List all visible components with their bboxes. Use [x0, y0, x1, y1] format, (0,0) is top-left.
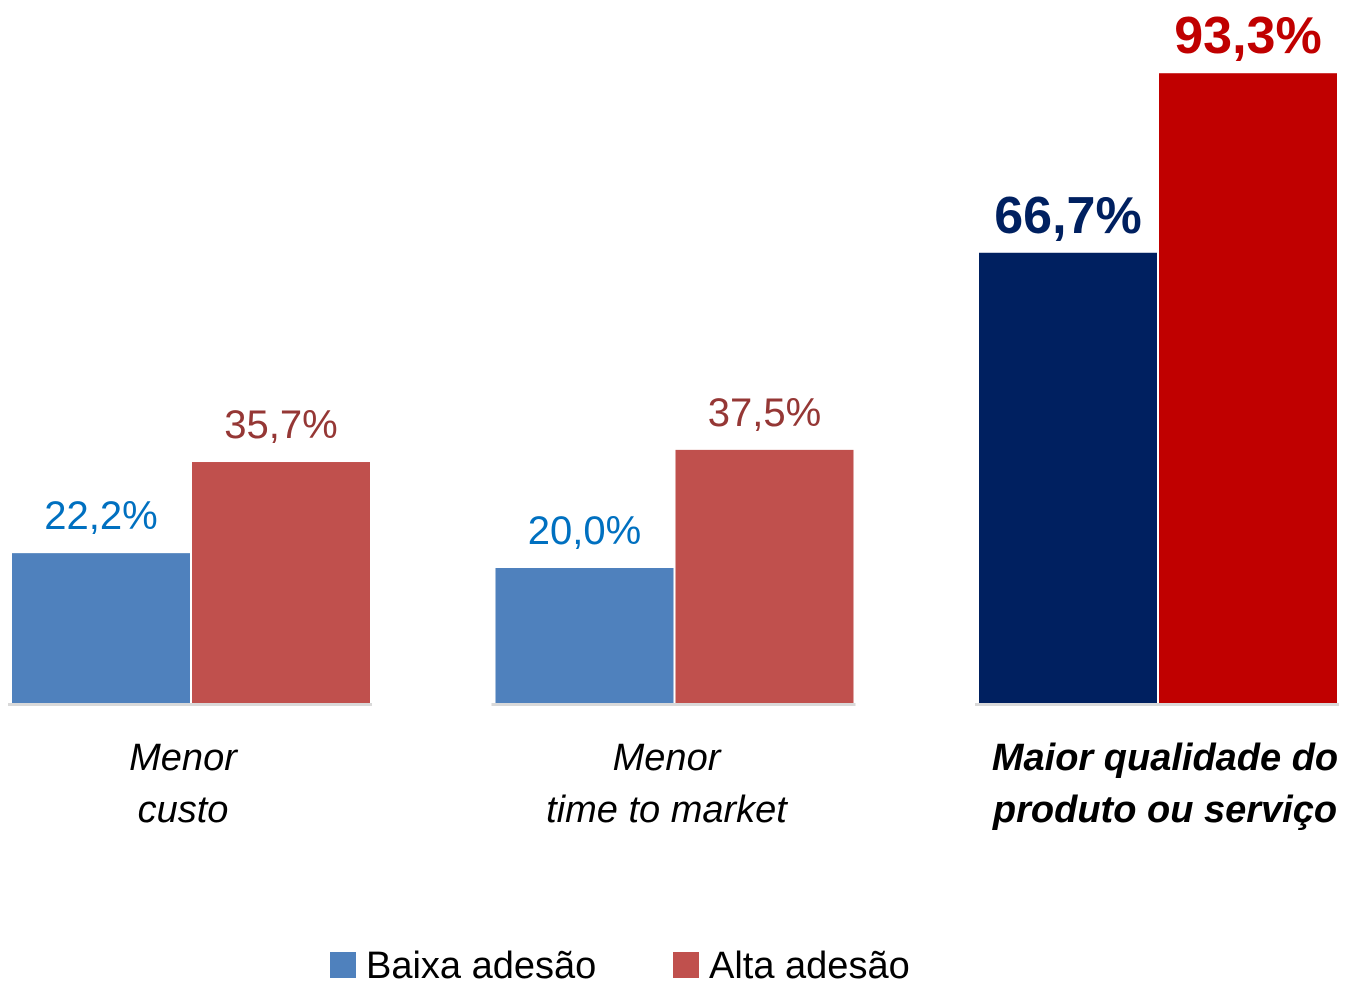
bar — [675, 449, 854, 703]
category-label: produto ou serviço — [992, 789, 1337, 831]
category-label: Menor — [129, 737, 238, 779]
bar — [12, 553, 190, 703]
data-label: 66,7% — [994, 187, 1141, 245]
category-label: custo — [138, 789, 229, 831]
category-label: Maior qualidade do — [992, 737, 1338, 779]
legend-label: Baixa adesão — [366, 945, 596, 983]
bar — [192, 462, 370, 703]
baseline-shadow — [8, 703, 372, 706]
data-label: 35,7% — [224, 403, 337, 447]
data-label: 93,3% — [1174, 7, 1321, 65]
legend-label: Alta adesão — [709, 945, 910, 983]
bar — [495, 568, 674, 703]
data-label: 20,0% — [528, 509, 641, 553]
data-label: 37,5% — [708, 391, 821, 435]
baseline-shadow — [975, 703, 1339, 706]
category-label: Menor — [613, 737, 722, 779]
data-label: 22,2% — [44, 494, 157, 538]
legend-swatch — [330, 952, 356, 978]
category-label: time to market — [546, 789, 788, 831]
baseline-shadow — [491, 703, 856, 706]
legend-swatch — [673, 952, 699, 978]
bar — [1159, 73, 1337, 704]
bar — [979, 252, 1157, 703]
